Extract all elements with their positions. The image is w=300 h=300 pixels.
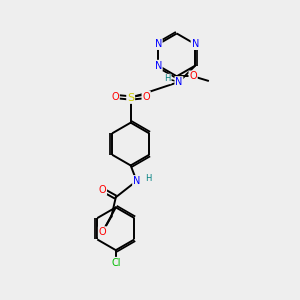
Text: N: N (192, 39, 199, 49)
Text: N: N (175, 77, 183, 87)
Text: O: O (189, 71, 197, 81)
Text: N: N (192, 39, 199, 49)
Text: H: H (164, 74, 171, 83)
Text: O: O (99, 185, 106, 195)
Text: O: O (111, 92, 119, 101)
Text: N: N (154, 39, 162, 49)
Text: Cl: Cl (111, 258, 121, 268)
Text: N: N (133, 176, 140, 186)
Text: O: O (99, 227, 106, 237)
Text: S: S (127, 93, 134, 103)
Text: N: N (154, 61, 162, 70)
Text: O: O (142, 92, 150, 101)
Text: H: H (145, 174, 151, 183)
